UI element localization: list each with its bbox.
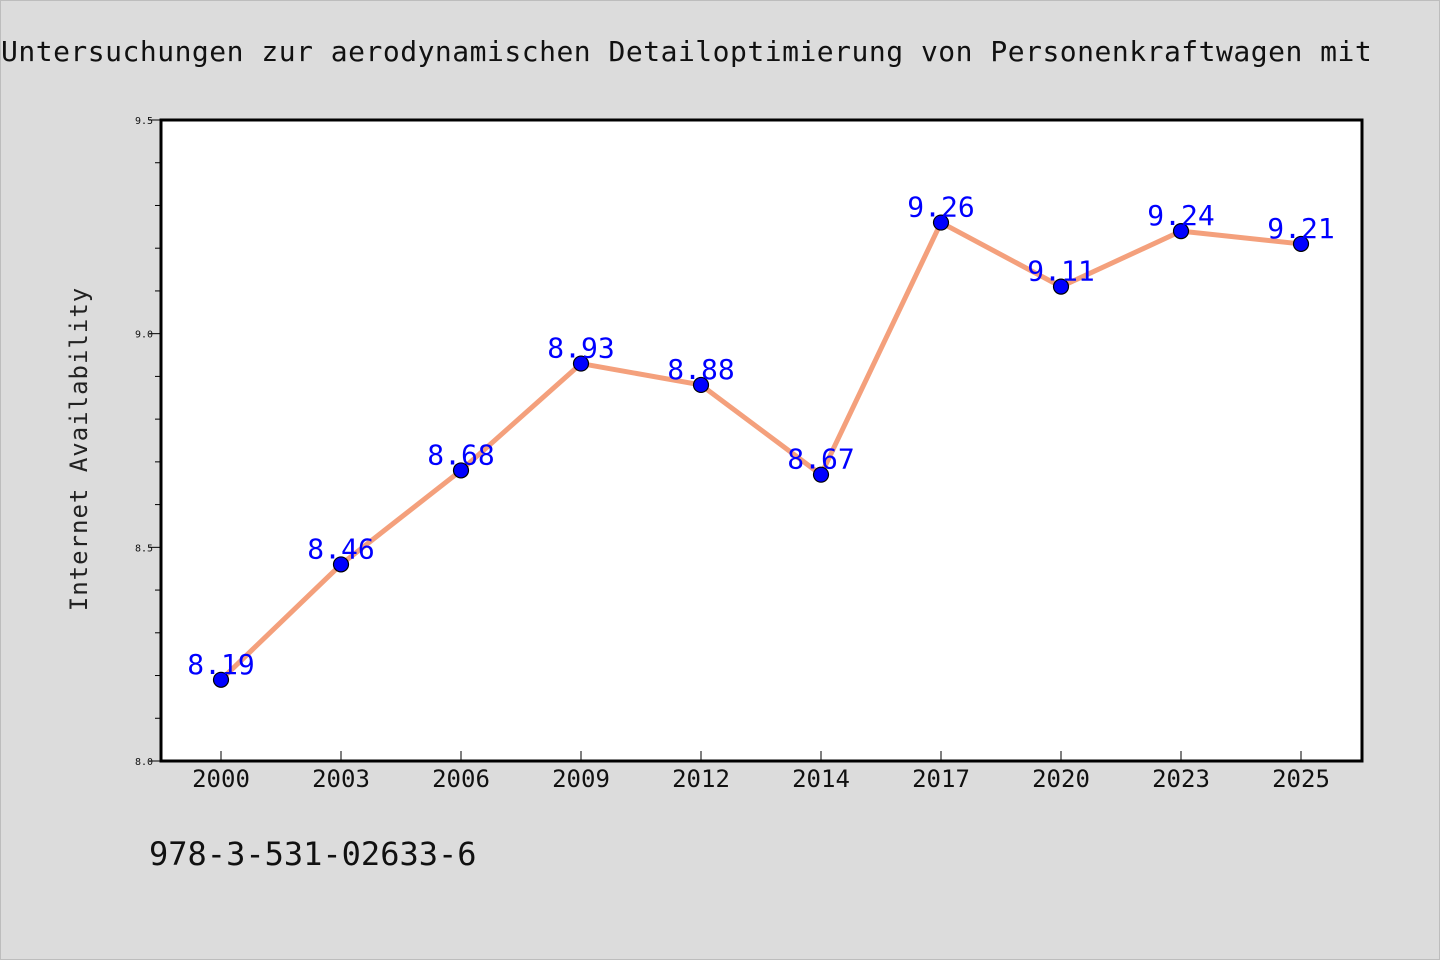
data-point <box>812 466 830 483</box>
data-label: 9.24 <box>1147 199 1214 232</box>
isbn-text: 978-3-531-02633-6 <box>149 835 477 873</box>
series-markers <box>212 214 1310 688</box>
series-line <box>218 220 1304 683</box>
x-tick-label: 2017 <box>912 765 970 793</box>
y-minor-ticks <box>155 162 161 719</box>
x-axis-ticks: 2000 2003 2006 2009 2012 2014 2017 2020 2023 2025 <box>192 751 1330 793</box>
data-label: 9.21 <box>1267 212 1334 245</box>
data-labels: 8.19 8.46 8.68 8.93 8.88 8.67 9.26 9.11 9.24 9.21 <box>187 191 1334 681</box>
data-point <box>1052 278 1070 295</box>
data-point <box>452 462 470 479</box>
y-axis-ticks: 8.0 8.5 9.0 9.5 <box>135 116 161 768</box>
data-label: 8.67 <box>787 443 854 476</box>
y-tick-label: 9.5 <box>135 116 153 127</box>
x-tick-label: 2025 <box>1272 765 1330 793</box>
data-label: 9.11 <box>1027 255 1094 288</box>
x-tick-label: 2003 <box>312 765 370 793</box>
data-label: 8.68 <box>427 438 494 471</box>
x-tick-label: 2006 <box>432 765 490 793</box>
data-label: 8.88 <box>667 353 734 386</box>
y-tick-label: 8.5 <box>135 543 153 554</box>
data-point <box>1172 223 1190 240</box>
x-tick-label: 2023 <box>1152 765 1210 793</box>
data-point <box>212 671 230 688</box>
data-label: 9.26 <box>907 191 974 224</box>
x-tick-label: 2012 <box>672 765 730 793</box>
y-axis-label: Internet Availability <box>65 287 93 611</box>
data-point <box>932 214 950 231</box>
data-point <box>572 355 590 372</box>
x-tick-label: 2000 <box>192 765 250 793</box>
x-tick-label: 2014 <box>792 765 850 793</box>
y-tick-label: 9.0 <box>135 330 153 341</box>
x-tick-label: 2020 <box>1032 765 1090 793</box>
data-label: 8.93 <box>547 332 614 365</box>
x-tick-label: 2009 <box>552 765 610 793</box>
data-label: 8.46 <box>307 532 374 565</box>
data-point <box>1292 235 1310 253</box>
plot-area <box>159 118 1364 763</box>
y-tick-label: 8.0 <box>135 757 153 768</box>
data-label: 8.19 <box>187 648 254 681</box>
chart-title: Untersuchungen zur aerodynamischen Detai… <box>1 35 1373 68</box>
data-point <box>692 376 710 394</box>
data-point <box>332 556 350 573</box>
